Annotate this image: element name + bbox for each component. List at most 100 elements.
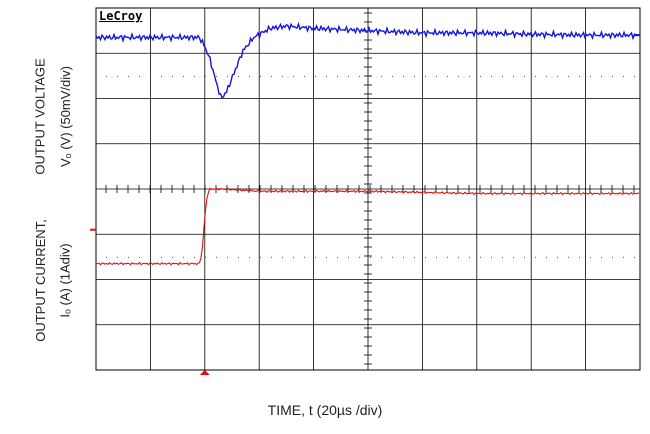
dotted-subgrid-dot [557, 75, 558, 77]
dotted-subgrid-dot [106, 256, 107, 258]
dotted-subgrid-dot [205, 256, 206, 258]
dotted-subgrid-dot [524, 256, 525, 258]
dotted-subgrid-dot [282, 256, 283, 258]
dotted-subgrid-dot [238, 256, 239, 258]
dotted-subgrid-dot [414, 75, 415, 77]
dotted-subgrid-dot [194, 256, 195, 258]
dotted-subgrid-dot [271, 75, 272, 77]
dotted-subgrid-dot [601, 256, 602, 258]
dotted-subgrid-dot [458, 256, 459, 258]
dotted-subgrid-dot [513, 75, 514, 77]
dotted-subgrid-dot [436, 256, 437, 258]
dotted-subgrid-dot [172, 75, 173, 77]
lower-y-axis-label-line2: Iₒ (A) (1Adiv) [57, 242, 73, 318]
dotted-subgrid-dot [216, 256, 217, 258]
dotted-subgrid-dot [634, 75, 635, 77]
dotted-subgrid-dot [238, 75, 239, 77]
trigger-marker [199, 370, 210, 375]
dotted-subgrid-dot [612, 256, 613, 258]
dotted-subgrid-dot [458, 75, 459, 77]
dotted-subgrid-dot [491, 256, 492, 258]
dotted-subgrid-dot [480, 256, 481, 258]
dotted-subgrid-dot [227, 256, 228, 258]
dotted-subgrid-dot [568, 256, 569, 258]
dotted-subgrid-dot [249, 75, 250, 77]
dotted-subgrid-dot [337, 256, 338, 258]
dotted-subgrid-dot [326, 75, 327, 77]
dotted-subgrid-dot [370, 256, 371, 258]
dotted-subgrid-dot [106, 75, 107, 77]
dotted-subgrid-dot [513, 256, 514, 258]
dotted-subgrid-dot [535, 75, 536, 77]
dotted-subgrid-dot [403, 75, 404, 77]
dotted-subgrid-dot [590, 256, 591, 258]
dotted-subgrid-dot [414, 256, 415, 258]
dotted-subgrid-dot [469, 75, 470, 77]
dotted-subgrid-dot [359, 75, 360, 77]
dotted-subgrid-dot [260, 75, 261, 77]
dotted-subgrid-dot [183, 256, 184, 258]
dotted-subgrid-dot [480, 75, 481, 77]
dotted-subgrid-dot [183, 75, 184, 77]
dotted-subgrid-dot [436, 75, 437, 77]
dotted-subgrid-dot [194, 75, 195, 77]
dotted-subgrid-dot [623, 75, 624, 77]
dotted-subgrid-dot [293, 75, 294, 77]
dotted-subgrid-dot [579, 75, 580, 77]
dotted-subgrid-dot [579, 256, 580, 258]
upper-y-axis-label-line2: Vₒ (V) (50mV/div) [57, 65, 73, 167]
dotted-subgrid-dot [502, 75, 503, 77]
dotted-subgrid-dot [447, 256, 448, 258]
dotted-subgrid-dot [557, 256, 558, 258]
trace-lower [95, 187, 639, 266]
dotted-subgrid-dot [612, 75, 613, 77]
dotted-subgrid-dot [491, 75, 492, 77]
dotted-subgrid-dot [447, 75, 448, 77]
dotted-subgrid-dot [271, 256, 272, 258]
dotted-subgrid-dot [139, 75, 140, 77]
dotted-subgrid-dot [337, 75, 338, 77]
dotted-subgrid-dot [634, 256, 635, 258]
dotted-subgrid-dot [150, 75, 151, 77]
dotted-subgrid-dot [524, 75, 525, 77]
dotted-subgrid-dot [161, 75, 162, 77]
dotted-subgrid-dot [546, 256, 547, 258]
dotted-subgrid-dot [348, 75, 349, 77]
dotted-subgrid-dot [326, 256, 327, 258]
dotted-subgrid-dot [381, 75, 382, 77]
dotted-subgrid-dot [381, 256, 382, 258]
trace-upper [95, 21, 640, 99]
dotted-subgrid-dot [161, 256, 162, 258]
dotted-subgrid-dot [315, 256, 316, 258]
dotted-subgrid-dot [216, 75, 217, 77]
dotted-subgrid-dot [205, 75, 206, 77]
lower-y-axis-label-line1: OUTPUT CURRENT, [32, 218, 48, 342]
dotted-subgrid-dot [304, 256, 305, 258]
dotted-subgrid-dot [348, 256, 349, 258]
dotted-subgrid-dot [590, 75, 591, 77]
dotted-subgrid-dot [359, 256, 360, 258]
dotted-subgrid-dot [150, 256, 151, 258]
dotted-subgrid-dot [282, 75, 283, 77]
scope-brand-label: LeCroy [97, 9, 145, 23]
dotted-subgrid-dot [425, 256, 426, 258]
dotted-subgrid-dot [128, 256, 129, 258]
upper-y-axis-label-line1: OUTPUT VOLTAGE [32, 57, 48, 175]
dotted-subgrid-dot [535, 256, 536, 258]
x-axis-label: TIME, t (20µs /div) [267, 402, 383, 418]
dotted-subgrid-dot [568, 75, 569, 77]
dotted-subgrid-dot [304, 75, 305, 77]
dotted-subgrid-dot [293, 256, 294, 258]
dotted-subgrid-dot [392, 256, 393, 258]
dotted-subgrid-dot [260, 256, 261, 258]
dotted-subgrid-dot [249, 256, 250, 258]
dotted-subgrid-dot [403, 256, 404, 258]
dotted-subgrid-dot [546, 75, 547, 77]
dotted-subgrid-dot [425, 75, 426, 77]
dotted-subgrid-dot [128, 75, 129, 77]
dotted-subgrid-dot [601, 75, 602, 77]
dotted-subgrid-dot [623, 256, 624, 258]
dotted-subgrid-dot [502, 256, 503, 258]
